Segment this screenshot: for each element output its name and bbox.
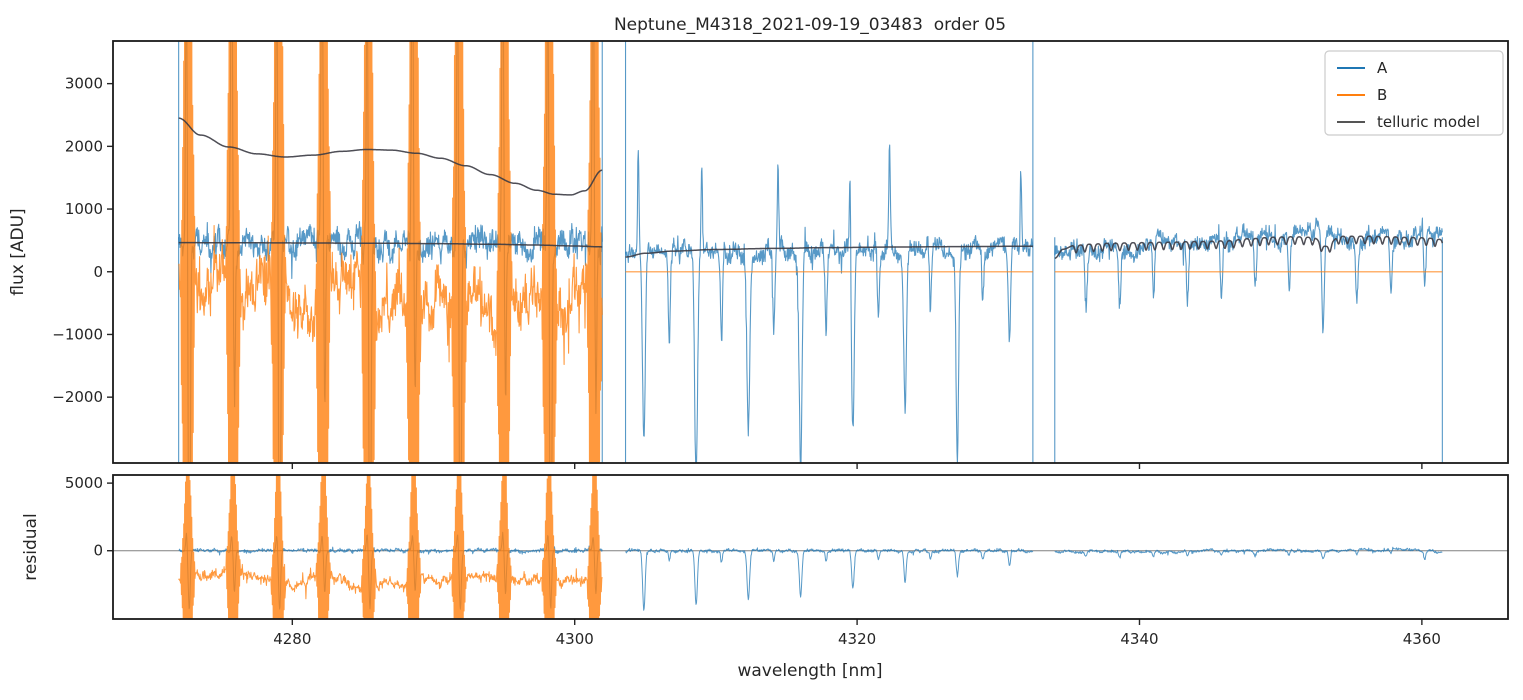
series-telluric-model-line — [178, 117, 1444, 260]
series-segment — [178, 475, 603, 619]
legend-box — [1324, 50, 1504, 136]
series-segment — [178, 41, 603, 463]
y-tick-label: 0 — [93, 263, 103, 281]
series-segment — [1054, 217, 1443, 334]
series-segment — [178, 41, 603, 463]
legend-item-b: B — [1337, 86, 1387, 104]
series-b-line — [178, 41, 1443, 463]
x-tick-label: 4340 — [1120, 630, 1158, 648]
y-tick-label: 3000 — [65, 75, 103, 93]
x-tick-label: 4280 — [273, 630, 311, 648]
axes-decorations: 3000 2000 1000 0 −1000 −2000 4280 4300 4320 4340 4… — [52, 75, 1441, 648]
y-tick-label: 0 — [93, 542, 103, 560]
flux-panel — [178, 41, 1444, 463]
series-segment — [625, 547, 1034, 611]
figure-title: Neptune_M4318_2021-09-19_03483 order 05 — [614, 15, 1006, 35]
legend-label: A — [1377, 59, 1388, 77]
series-segment — [178, 531, 603, 610]
series-a-line — [178, 41, 1443, 463]
x-tick-label: 4320 — [838, 630, 876, 648]
residual-y-axis-label: residual — [21, 513, 41, 580]
series-segment — [1054, 546, 1443, 560]
legend-label: telluric model — [1377, 113, 1480, 131]
residual-panel — [113, 475, 1508, 619]
series-segment — [1054, 235, 1444, 260]
residual-panel-border — [112, 474, 1509, 620]
flux-y-axis-label: flux [ADU] — [8, 208, 28, 295]
x-tick-label: 4360 — [1403, 630, 1441, 648]
series-segment — [624, 144, 1034, 463]
x-tick-label: 4300 — [556, 630, 594, 648]
series-b-residual-line — [178, 475, 603, 619]
series-segment — [178, 241, 603, 248]
y-tick-label: −1000 — [52, 325, 103, 343]
y-tick-label: −2000 — [52, 388, 103, 406]
series-a-residual-line — [178, 531, 1443, 611]
flux-panel-border — [112, 40, 1509, 464]
series-segment — [625, 245, 1034, 258]
legend-label: B — [1377, 86, 1387, 104]
y-tick-label: 1000 — [65, 200, 103, 218]
series-segment — [178, 117, 603, 196]
x-axis-label: wavelength [nm] — [737, 661, 882, 681]
y-tick-label: 2000 — [65, 137, 103, 155]
legend-item-telluric-model: telluric model — [1337, 113, 1480, 131]
legend-item-a: A — [1337, 59, 1388, 77]
y-tick-label: 5000 — [65, 474, 103, 492]
